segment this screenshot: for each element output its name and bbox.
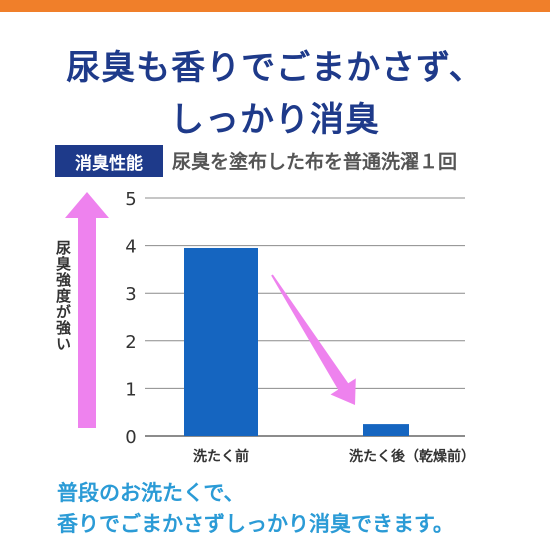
footer-line-2: 香りでごまかさずしっかり消臭できます。	[57, 512, 454, 536]
performance-badge: 消臭性能	[55, 145, 163, 177]
top-accent-strip	[0, 0, 550, 12]
x-tick-labels: 洗たく前 洗たく後（乾燥前）	[193, 448, 475, 465]
chart-bars	[184, 247, 409, 436]
y-tick-label: 2	[125, 332, 136, 353]
y-tick-label: 0	[125, 427, 136, 448]
x-tick-label: 洗たく前	[193, 448, 249, 465]
strength-up-arrow	[65, 192, 109, 428]
chart-arrows	[65, 192, 356, 428]
test-description: 尿臭を塗布した布を普通洗濯１回	[172, 151, 458, 173]
headline-line-1: 尿臭も香りでごまかさず、	[66, 48, 484, 88]
y-tick-label: 1	[125, 379, 136, 400]
y-tick-label: 5	[125, 189, 136, 210]
headline-line-2: しっかり消臭	[170, 100, 380, 140]
footer-line-1: 普段のお洗たくで、	[57, 481, 245, 505]
decrease-arrow-shape	[271, 274, 356, 405]
y-axis-label: 尿臭強度が強い	[54, 240, 72, 352]
bar	[363, 424, 409, 436]
decrease-arrow	[271, 274, 356, 405]
x-tick-label: 洗たく後（乾燥前）	[349, 448, 475, 465]
y-tick-label: 4	[125, 237, 136, 258]
y-tick-label: 3	[125, 284, 136, 305]
bar	[184, 247, 258, 436]
y-tick-labels: 0 1 2 3 4 5	[125, 189, 136, 448]
